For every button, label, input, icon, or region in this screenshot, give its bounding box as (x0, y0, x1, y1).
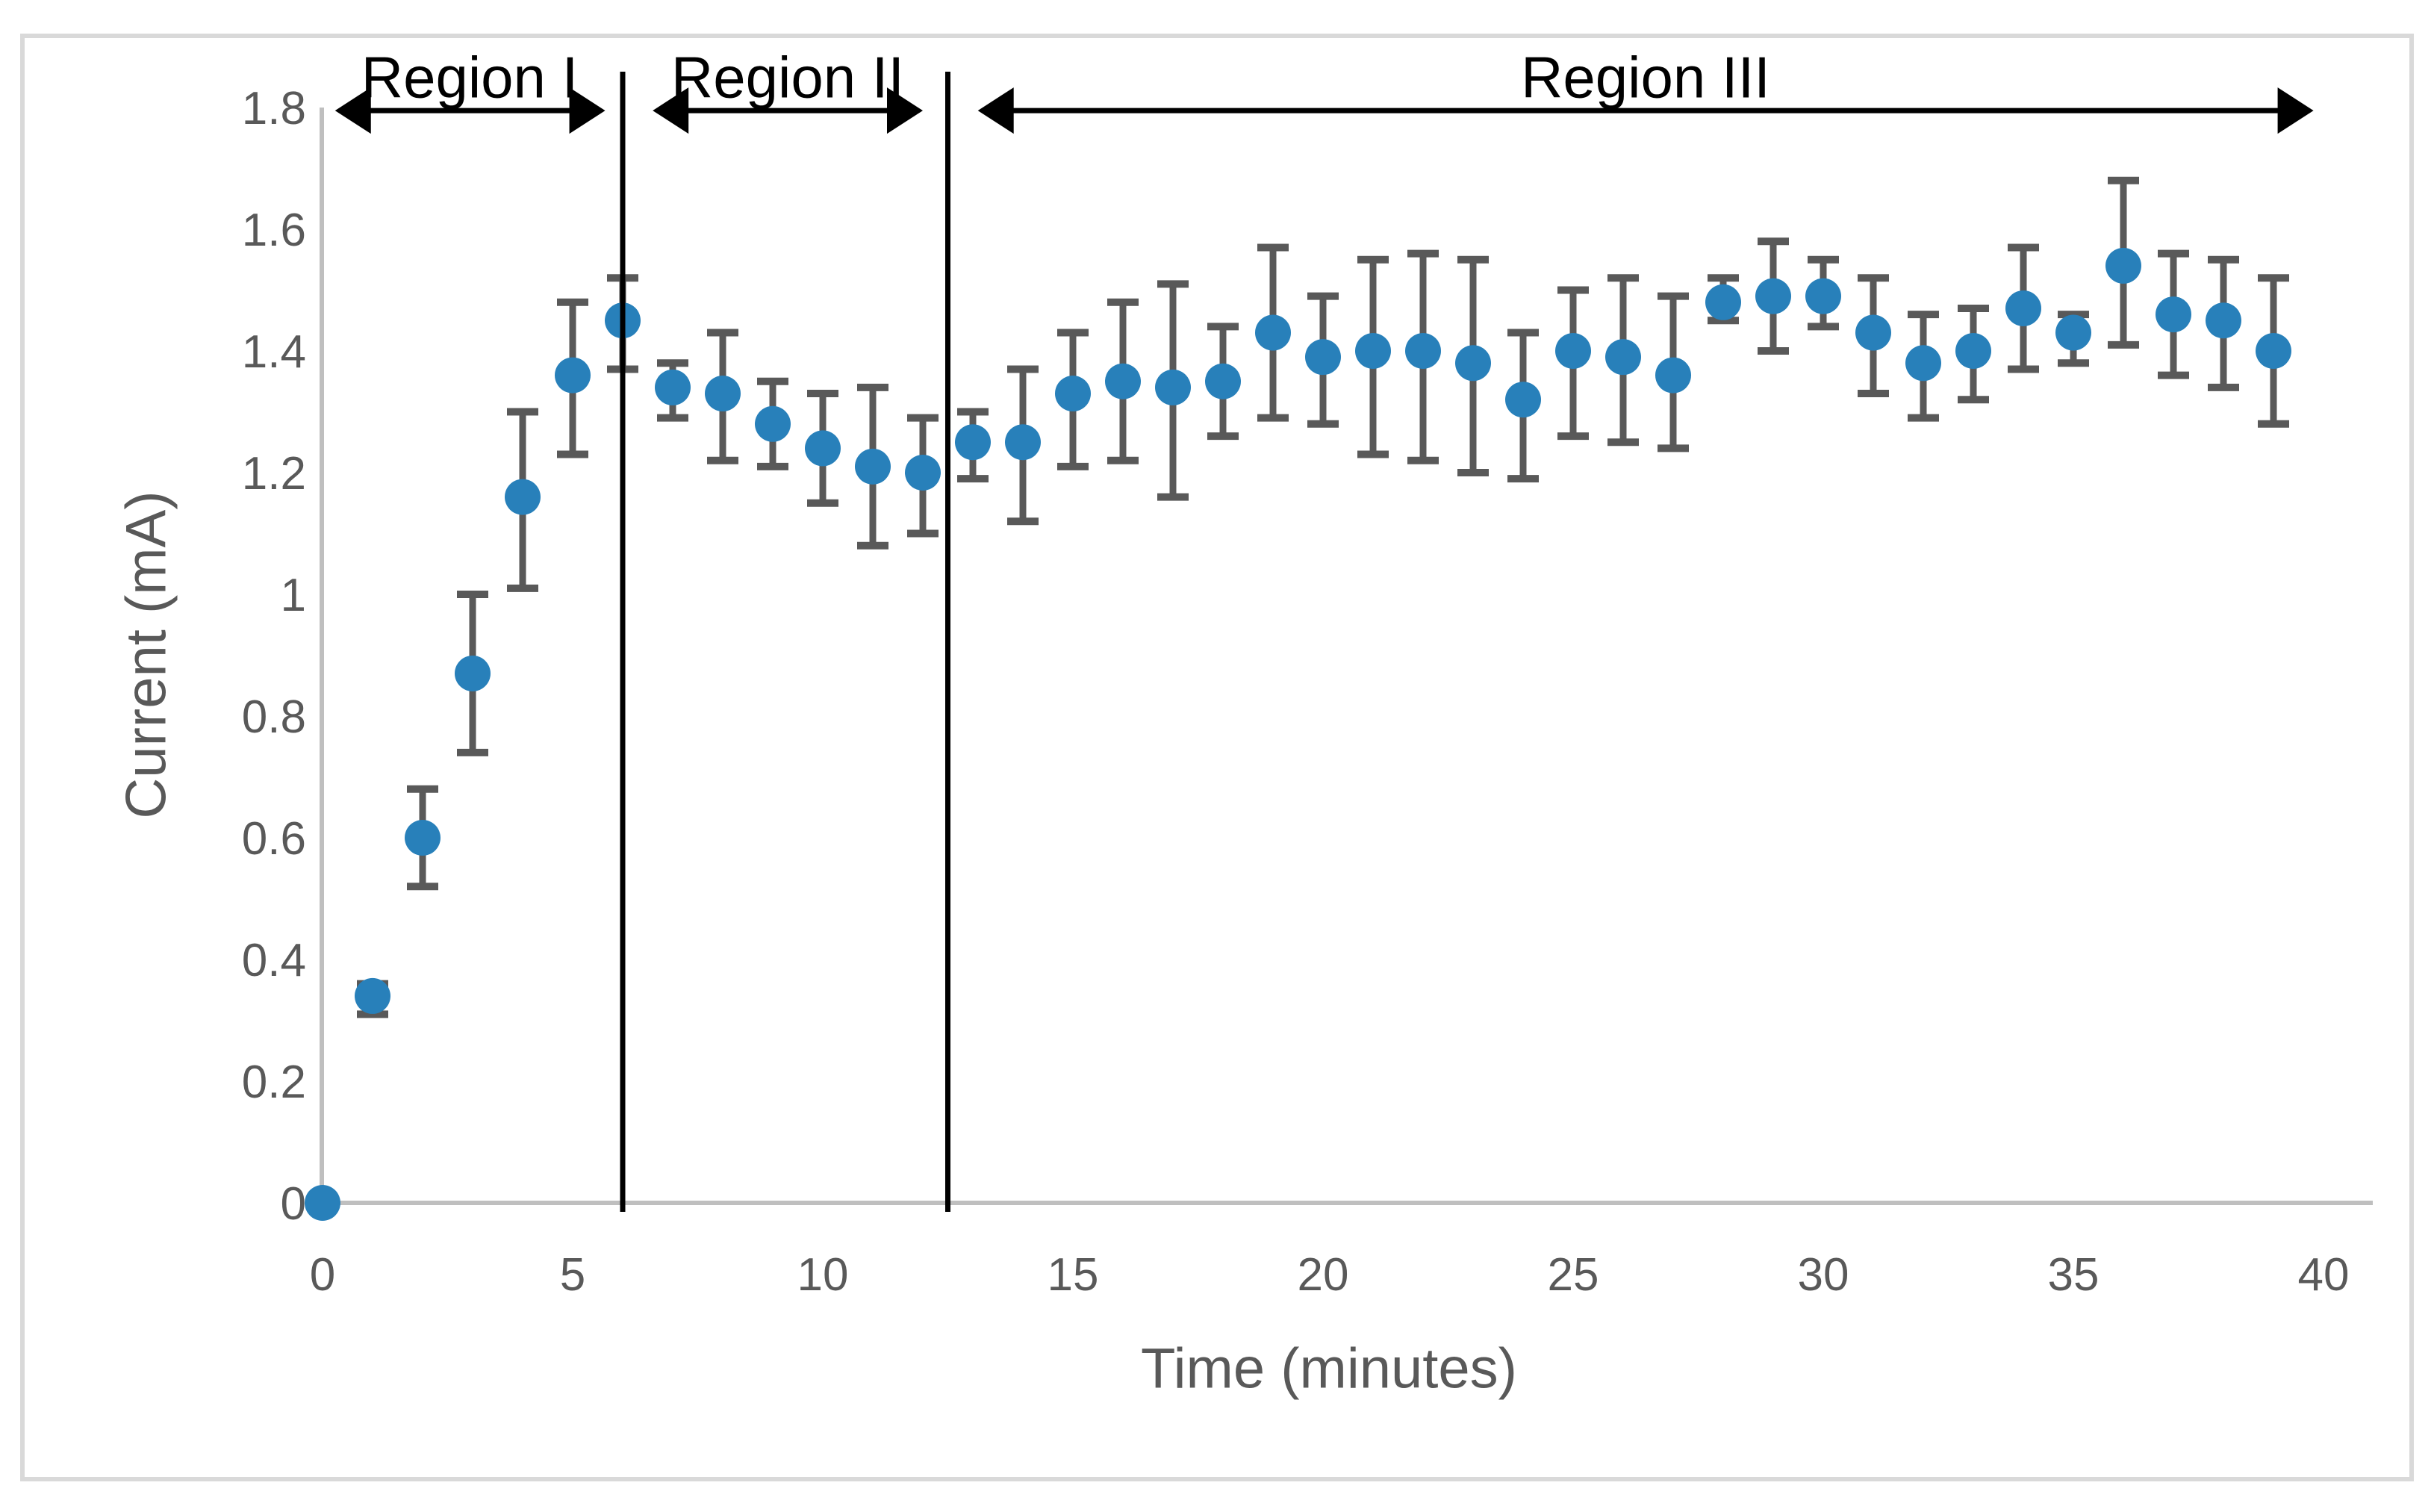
x-tick-label: 40 (2298, 1249, 2350, 1301)
x-axis-title: Time (minutes) (1141, 1337, 1517, 1401)
data-point (355, 977, 390, 1014)
data-point (1105, 363, 1141, 399)
data-point (1255, 314, 1291, 351)
data-point (655, 369, 691, 405)
data-point (1605, 339, 1641, 376)
y-tick-label: 0.6 (242, 813, 306, 865)
data-point (455, 655, 491, 691)
data-point (705, 376, 741, 412)
data-point (1705, 284, 1741, 320)
region-1-label: Region I (361, 44, 579, 111)
data-point (305, 1185, 340, 1221)
data-point (1505, 382, 1541, 418)
data-point (1055, 376, 1091, 412)
data-point (955, 424, 991, 461)
arrow-left-head-icon (653, 87, 689, 134)
x-tick-label: 30 (1798, 1249, 1849, 1301)
data-point (1655, 357, 1691, 393)
y-tick-label: 1.6 (242, 205, 306, 256)
data-point (1755, 278, 1791, 314)
arrow-right-head-icon (887, 87, 923, 134)
arrow-left-head-icon (334, 87, 371, 134)
x-tick-label: 35 (2048, 1249, 2100, 1301)
y-tick-label: 1.8 (242, 83, 306, 134)
y-tick-label: 0.4 (242, 935, 306, 986)
data-point (1455, 345, 1491, 382)
y-tick-label: 0 (281, 1178, 306, 1230)
x-tick-label: 5 (560, 1249, 585, 1301)
y-axis-title: Current (mA) (114, 491, 178, 819)
data-point (755, 405, 791, 442)
data-point (2206, 302, 2241, 339)
arrow-left-head-icon (977, 87, 1014, 134)
y-tick-label: 1.2 (242, 448, 306, 500)
arrow-right-head-icon (569, 87, 606, 134)
x-tick-label: 25 (1548, 1249, 1599, 1301)
data-point (1855, 314, 1891, 351)
y-tick-label: 0.2 (242, 1057, 306, 1108)
x-tick-label: 15 (1048, 1249, 1099, 1301)
data-point (1955, 333, 1991, 369)
data-point (1305, 339, 1341, 376)
y-tick-label: 1.4 (242, 326, 306, 378)
data-point (2055, 314, 2091, 351)
data-point (1405, 333, 1441, 369)
x-tick-label: 20 (1298, 1249, 1349, 1301)
data-point (2105, 247, 2141, 284)
data-point (1205, 363, 1241, 399)
data-point (2156, 296, 2191, 333)
data-point (1355, 333, 1391, 369)
data-point (2256, 333, 2291, 369)
data-point (1805, 278, 1841, 314)
y-tick-label: 0.8 (242, 691, 306, 743)
region-3-label: Region III (1521, 44, 1770, 111)
data-point (1155, 369, 1191, 405)
data-point (505, 479, 541, 515)
figure-border (20, 34, 2414, 1481)
arrow-right-head-icon (2277, 87, 2314, 134)
data-point (855, 448, 891, 485)
data-point (905, 455, 941, 491)
y-tick-label: 1 (281, 570, 306, 621)
data-point (555, 357, 591, 393)
region-2-label: Region II (670, 44, 905, 111)
data-point (1555, 333, 1591, 369)
x-tick-label: 10 (797, 1249, 849, 1301)
data-point (1005, 424, 1041, 461)
data-point (1905, 345, 1941, 382)
data-point (405, 820, 441, 856)
data-point (805, 430, 841, 467)
x-tick-label: 0 (310, 1249, 335, 1301)
data-point (2005, 290, 2041, 326)
